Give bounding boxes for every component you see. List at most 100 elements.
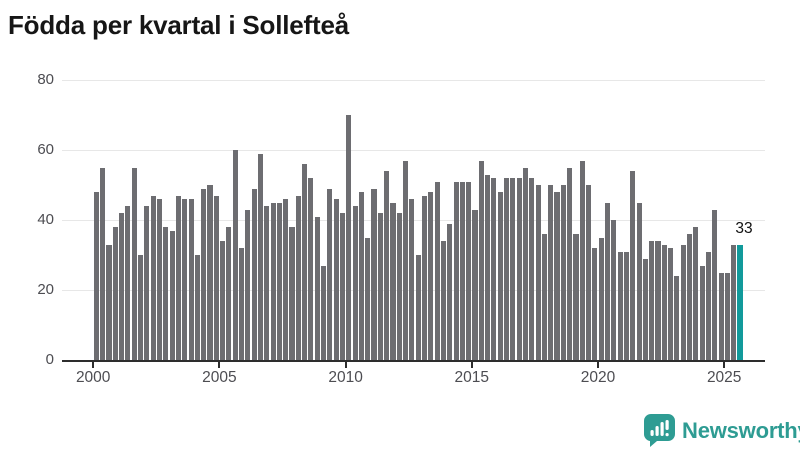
bar xyxy=(649,241,655,360)
bar xyxy=(100,167,106,360)
x-axis-tick xyxy=(470,362,473,368)
bar xyxy=(144,206,150,360)
bar xyxy=(390,202,396,360)
bar xyxy=(516,178,522,360)
bar xyxy=(466,181,472,360)
bar xyxy=(396,213,402,360)
bar xyxy=(623,251,629,360)
chart-title: Födda per kvartal i Sollefteå xyxy=(8,10,349,40)
y-axis-tick-label: 20 xyxy=(37,281,54,298)
bar xyxy=(554,192,560,360)
bar xyxy=(636,202,642,360)
bar xyxy=(535,185,541,360)
bar-value-label: 33 xyxy=(735,219,753,237)
bar xyxy=(333,199,339,360)
bar xyxy=(579,160,585,360)
bar xyxy=(560,185,566,360)
bar xyxy=(409,199,415,360)
bar xyxy=(548,185,554,360)
bar xyxy=(611,220,617,360)
bar xyxy=(314,216,320,360)
bar xyxy=(655,241,661,360)
x-axis-tick xyxy=(597,362,599,368)
x-axis-tick xyxy=(723,362,726,368)
bar xyxy=(308,178,314,360)
bar xyxy=(358,192,364,360)
bar xyxy=(485,174,491,360)
bar xyxy=(731,244,737,360)
newsworthy-logo-icon xyxy=(644,414,675,447)
bar xyxy=(529,178,535,360)
bar xyxy=(440,241,446,360)
bar xyxy=(150,195,156,360)
bar xyxy=(680,244,686,360)
bar xyxy=(194,255,200,360)
bar xyxy=(384,171,390,360)
bar xyxy=(573,234,579,360)
bar xyxy=(213,195,219,360)
x-axis-tick xyxy=(218,362,221,368)
bar xyxy=(712,209,718,360)
bar xyxy=(403,160,409,360)
bar xyxy=(283,199,289,360)
bar xyxy=(661,244,667,360)
bar xyxy=(371,188,377,360)
bar xyxy=(497,192,503,360)
bar xyxy=(201,188,207,360)
bar xyxy=(415,255,421,360)
bar xyxy=(699,265,705,360)
bar xyxy=(453,181,459,360)
gridline xyxy=(62,79,765,81)
y-axis-tick-label: 60 xyxy=(37,141,54,158)
bar xyxy=(352,206,358,360)
bar xyxy=(257,153,263,360)
bar xyxy=(232,150,238,360)
x-axis-tick xyxy=(92,362,95,368)
bar xyxy=(604,202,611,360)
bar xyxy=(264,206,270,360)
y-axis-tick-label: 40 xyxy=(37,211,54,228)
bar xyxy=(668,248,674,360)
bar xyxy=(686,234,693,360)
newsworthy-logo: Newsworthy xyxy=(644,414,800,447)
highlighted-bar xyxy=(737,244,743,360)
bar xyxy=(598,237,604,360)
bar xyxy=(478,160,484,360)
bar xyxy=(182,199,188,360)
y-axis-tick-label: 0 xyxy=(45,351,54,368)
x-axis-tick-label: 2005 xyxy=(202,369,237,386)
bar xyxy=(169,230,175,360)
bar xyxy=(245,209,251,360)
bar xyxy=(428,192,434,360)
bar xyxy=(207,185,213,360)
bar xyxy=(693,227,699,360)
bar xyxy=(302,164,308,360)
bar xyxy=(220,241,226,360)
bar xyxy=(630,171,636,360)
bar xyxy=(718,272,724,360)
bar xyxy=(586,185,592,360)
y-axis-tick-label: 80 xyxy=(37,71,54,88)
bar xyxy=(504,178,510,360)
bar xyxy=(434,181,440,360)
bar xyxy=(163,227,169,360)
x-axis-tick-label: 2000 xyxy=(75,369,111,386)
bar xyxy=(295,195,301,360)
bar xyxy=(592,248,598,360)
bar xyxy=(106,244,112,360)
bar xyxy=(377,213,383,360)
bar xyxy=(131,167,137,360)
x-axis-tick-label: 2020 xyxy=(580,369,616,386)
bar xyxy=(459,181,465,360)
bar xyxy=(567,167,573,360)
bar xyxy=(112,227,118,360)
bar xyxy=(276,202,282,360)
bar xyxy=(541,234,547,360)
bar xyxy=(119,213,125,360)
bar xyxy=(251,188,257,360)
bar xyxy=(522,167,529,360)
bar xyxy=(421,195,428,360)
x-axis-tick-label: 2015 xyxy=(454,369,490,386)
bar xyxy=(226,227,232,360)
